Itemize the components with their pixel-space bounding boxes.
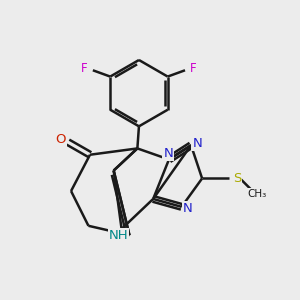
Text: S: S (233, 172, 241, 185)
Text: N: N (164, 147, 173, 160)
Text: NH: NH (109, 230, 128, 242)
Text: CH₃: CH₃ (247, 189, 266, 199)
Text: F: F (81, 62, 88, 75)
Text: N: N (193, 137, 202, 150)
Text: O: O (56, 133, 66, 146)
Text: F: F (190, 62, 197, 75)
Text: N: N (183, 202, 193, 215)
